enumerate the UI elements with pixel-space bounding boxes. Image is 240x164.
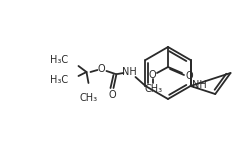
Text: O: O (109, 90, 116, 100)
Text: O: O (148, 70, 156, 80)
Text: H₃C: H₃C (50, 75, 68, 85)
Text: O: O (185, 71, 193, 81)
Text: NH: NH (122, 67, 137, 77)
Text: O: O (98, 64, 105, 74)
Text: CH₃: CH₃ (145, 84, 163, 94)
Text: CH₃: CH₃ (79, 93, 97, 103)
Text: NH: NH (192, 80, 206, 90)
Text: H₃C: H₃C (50, 55, 68, 65)
